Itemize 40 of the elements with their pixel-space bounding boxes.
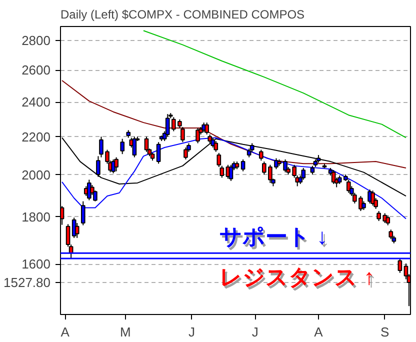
y-tick-label: 1600 [22,256,50,272]
y-tick-label: 1527.80 [4,274,51,290]
candlestick [196,128,200,144]
x-tick-label: A [314,324,324,340]
candlestick [120,138,125,155]
y-tick-label: 1800 [22,209,50,224]
ref-line-label: サポート ↓ [222,226,330,252]
candlestick [346,179,351,194]
candlestick [114,156,118,172]
y-tick-label: 2600 [22,62,50,78]
candlestick [74,222,80,238]
x-tick-label: J [252,324,258,340]
candlestick [214,140,218,152]
y-tick-label: 2000 [22,167,50,182]
candlestick [258,149,264,162]
candlestick [370,190,375,206]
x-tick-label: A [60,324,70,340]
chart-title: Daily (Left) $COMPX - COMBINED COMPOS [60,8,305,22]
candlestick [144,136,149,152]
y-tick-label: 2200 [22,129,50,144]
candlestick [388,229,394,240]
candlestick [301,167,306,180]
ref-line-label: レジスタンス ↑ [220,264,375,290]
candlestick [184,147,188,160]
x-tick-label: J [188,324,195,340]
y-tick-label: 2400 [22,94,50,110]
candlestick [240,158,246,172]
x-tick-label: S [380,324,390,340]
y-tick-label: 2800 [22,33,50,48]
x-tick-label: M [120,324,131,340]
candlestick [274,158,278,170]
candlestick [220,165,224,178]
candlestick [180,126,185,143]
candlestick [398,258,402,274]
candlestick [386,214,390,226]
candlestick [156,142,161,164]
line-series [142,30,406,138]
candlestick [96,156,100,178]
line-series [62,80,406,168]
candlestick [216,152,222,168]
